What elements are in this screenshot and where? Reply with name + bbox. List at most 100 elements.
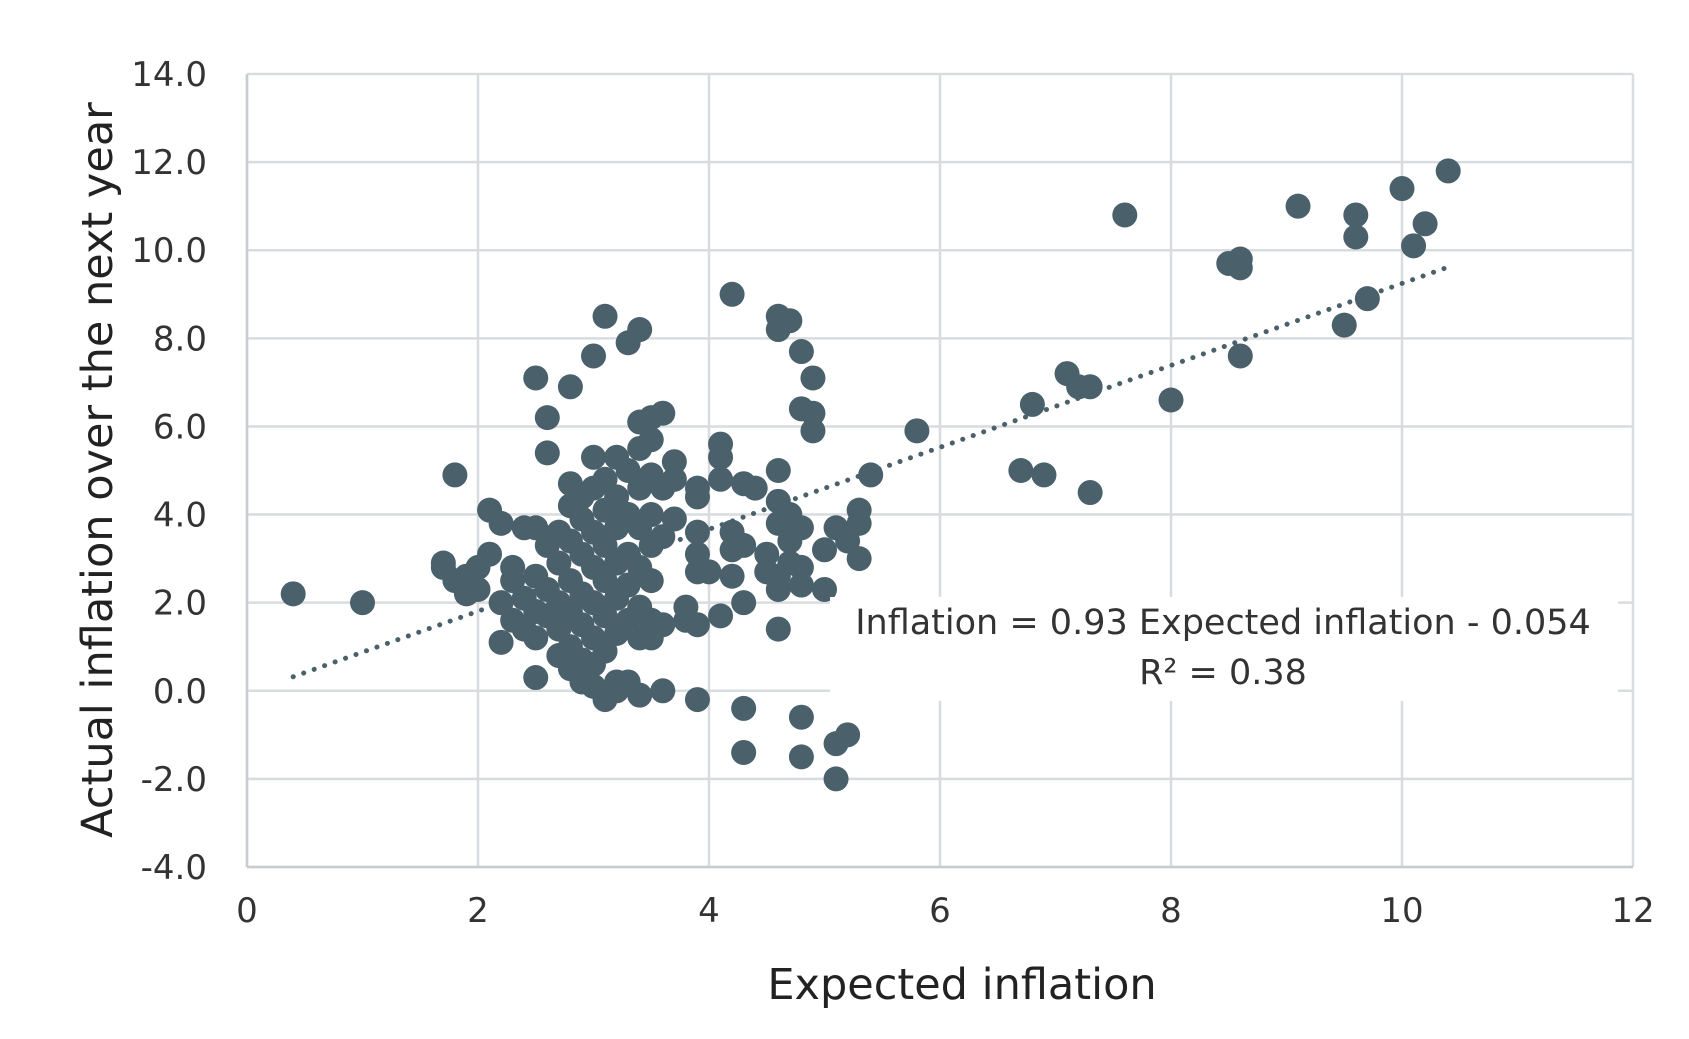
data-point xyxy=(546,550,572,576)
data-point xyxy=(708,466,734,492)
data-point xyxy=(592,638,618,664)
data-point xyxy=(488,629,514,655)
data-point xyxy=(523,515,549,541)
data-point xyxy=(523,365,549,391)
data-point xyxy=(800,365,826,391)
data-point xyxy=(788,515,814,541)
data-point xyxy=(719,281,745,307)
data-point xyxy=(1158,387,1184,413)
x-tick-label: 4 xyxy=(698,891,720,931)
data-point xyxy=(1077,374,1103,400)
data-point xyxy=(719,563,745,589)
y-tick-label: 0.0 xyxy=(153,672,207,712)
y-tick-label: 6.0 xyxy=(153,407,207,447)
data-point xyxy=(638,568,664,594)
data-point xyxy=(858,462,884,488)
data-point xyxy=(846,510,872,536)
data-point xyxy=(835,722,861,748)
data-point xyxy=(731,695,757,721)
y-tick-label: 12.0 xyxy=(131,143,207,183)
data-point xyxy=(684,519,710,545)
data-point xyxy=(546,616,572,642)
data-point xyxy=(661,506,687,532)
data-point xyxy=(280,581,306,607)
x-tick-label: 6 xyxy=(929,891,951,931)
y-tick-label: -4.0 xyxy=(141,848,207,888)
data-point xyxy=(708,444,734,470)
y-tick-label: 8.0 xyxy=(153,319,207,359)
data-point xyxy=(1435,158,1461,184)
data-point xyxy=(1389,176,1415,202)
y-axis-title: Actual inflation over the next year xyxy=(73,102,123,838)
data-point xyxy=(488,510,514,536)
data-point xyxy=(823,766,849,792)
data-point xyxy=(765,458,791,483)
data-points xyxy=(280,158,1461,792)
y-tick-label: 10.0 xyxy=(131,231,207,271)
data-point xyxy=(1077,480,1103,506)
data-point xyxy=(904,418,930,444)
data-point xyxy=(846,546,872,572)
y-tick-label: 14.0 xyxy=(131,55,207,95)
data-point xyxy=(708,603,734,629)
data-point xyxy=(592,532,618,558)
data-point xyxy=(684,484,710,510)
data-point xyxy=(696,559,722,585)
labels: Inflation = 0.93 Expected inflation - 0.… xyxy=(73,102,1618,1010)
data-point xyxy=(592,568,618,594)
data-point xyxy=(684,687,710,713)
data-point xyxy=(835,528,861,554)
data-point xyxy=(627,317,653,343)
data-point xyxy=(1331,312,1357,338)
data-point xyxy=(650,400,676,426)
data-point xyxy=(788,572,814,598)
data-point xyxy=(812,576,837,602)
data-point xyxy=(1401,233,1427,259)
data-point xyxy=(592,466,618,492)
data-point xyxy=(650,524,676,550)
data-point xyxy=(500,554,526,580)
data-point xyxy=(731,532,757,558)
data-point xyxy=(731,739,757,765)
data-point xyxy=(465,576,491,602)
data-point xyxy=(800,400,826,426)
data-point xyxy=(557,374,583,400)
data-point xyxy=(684,541,710,567)
data-point xyxy=(788,339,814,365)
data-point xyxy=(1112,202,1138,228)
data-point xyxy=(488,590,514,616)
data-point xyxy=(615,458,641,483)
y-tick-label: -2.0 xyxy=(141,760,207,800)
data-point xyxy=(788,704,814,730)
data-point xyxy=(534,405,560,431)
data-point xyxy=(765,576,791,602)
x-axis-title: Expected inflation xyxy=(767,960,1156,1010)
data-point xyxy=(604,484,630,510)
x-tick-label: 10 xyxy=(1380,891,1423,931)
data-point xyxy=(777,308,803,334)
data-point xyxy=(592,603,618,629)
data-point xyxy=(1227,255,1253,281)
data-point xyxy=(650,678,676,704)
axes: -4.0 -2.0 0.0 2.0 4.0 6.0 8.0 10.0 12.0 14.0 0 2 4 6 8… xyxy=(131,55,1654,931)
data-point xyxy=(788,554,814,580)
data-point xyxy=(1285,193,1311,219)
data-point xyxy=(661,449,687,475)
data-point xyxy=(581,444,606,470)
data-point xyxy=(661,466,687,492)
data-point xyxy=(627,682,653,708)
data-point xyxy=(1227,343,1253,369)
x-tick-label: 0 xyxy=(236,891,258,931)
data-point xyxy=(523,665,549,691)
data-point xyxy=(800,418,826,444)
x-tick-label: 8 xyxy=(1160,891,1182,931)
data-point xyxy=(754,541,780,567)
data-point xyxy=(788,744,814,770)
data-point xyxy=(684,612,710,638)
trendline-equation-label: Inflation = 0.93 Expected inflation - 0.… xyxy=(855,603,1591,643)
data-point xyxy=(731,590,757,616)
data-point xyxy=(615,572,641,598)
data-point xyxy=(350,590,375,616)
data-point xyxy=(523,625,549,651)
